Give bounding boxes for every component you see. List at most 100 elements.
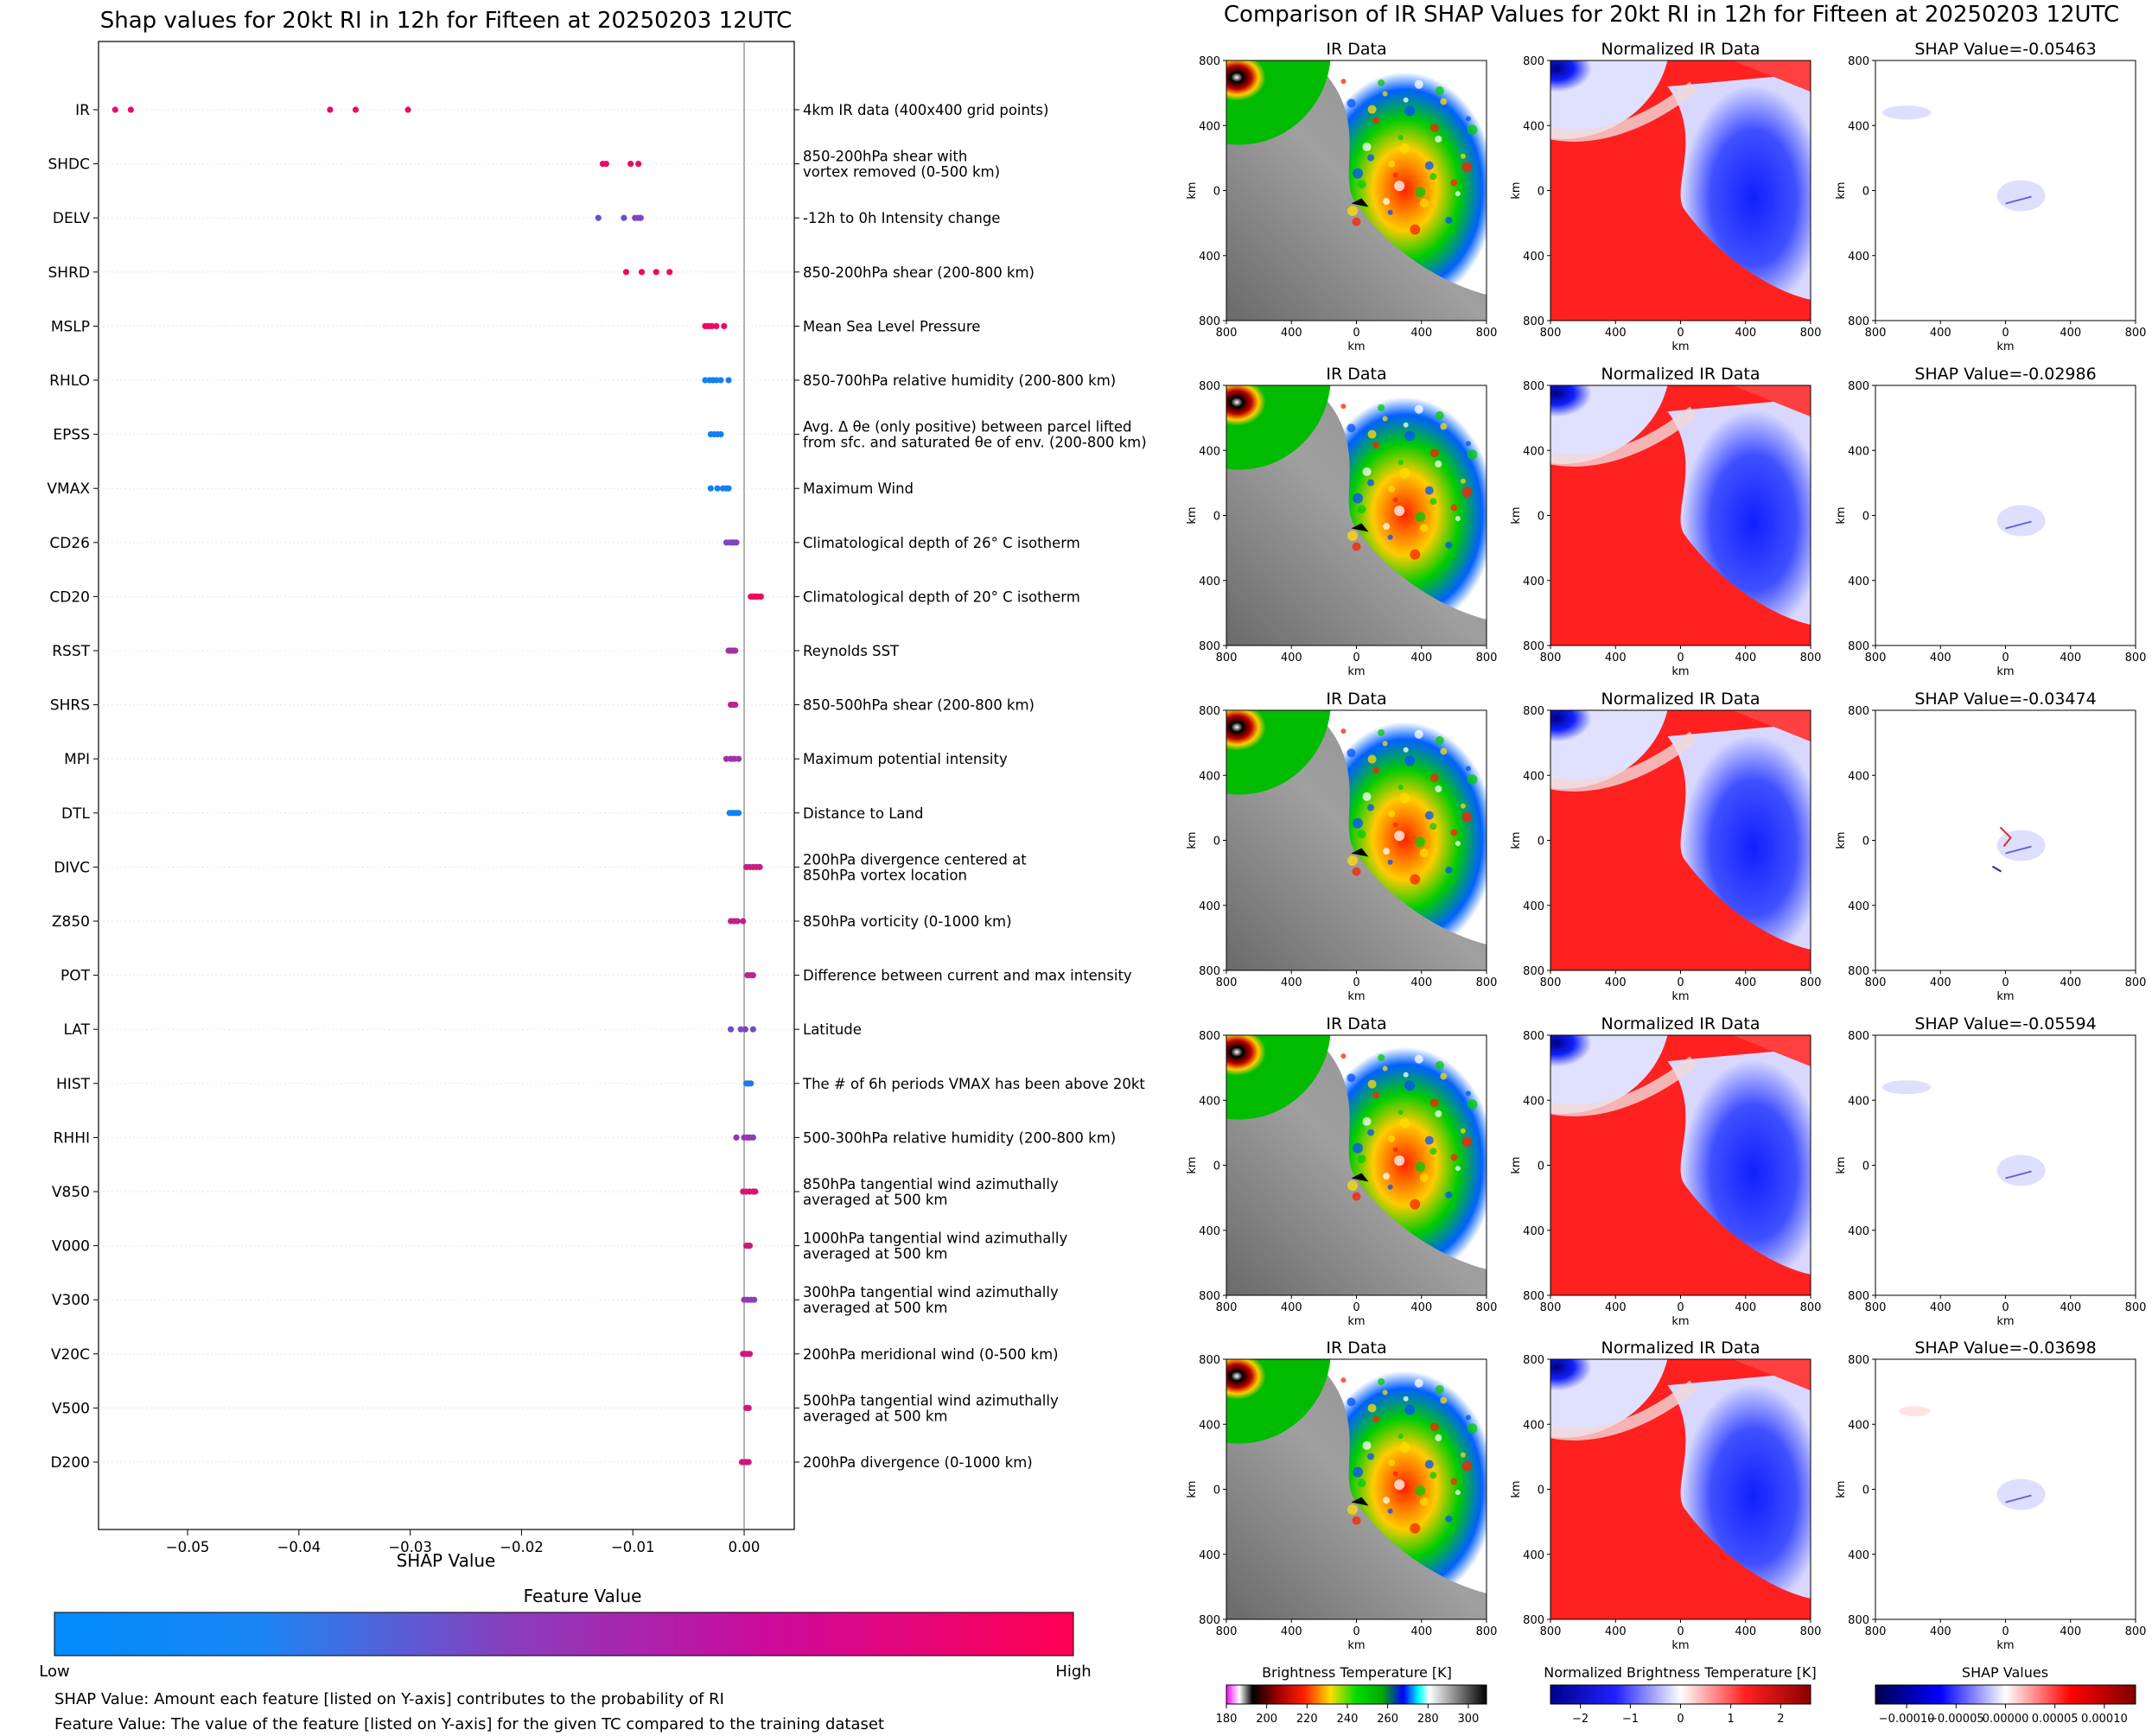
feature-label-z850: Z850 (52, 913, 90, 931)
shap-point-shrs (732, 702, 739, 709)
shap-point-shrd (666, 269, 673, 276)
norm-panel-ytick: 800 (1523, 965, 1544, 978)
left-gridlines (93, 109, 799, 1463)
norm-panel-xtick: 400 (1605, 1625, 1627, 1638)
feature-desc-v300: 300hPa tangential wind azimuthally (803, 1284, 1059, 1300)
shap-panel-xtick: 400 (2060, 1625, 2081, 1638)
shap-panel-ytick: 400 (1848, 251, 1869, 264)
colorbar-tick: −0.00005 (1928, 1713, 1984, 1726)
shap-panel-xtick: 400 (1930, 327, 1951, 340)
norm-panel-xtick: 0 (1677, 1301, 1684, 1314)
norm-panel-xlabel: km (1671, 340, 1689, 353)
normalized-ir-panel: Normalized IR Data8008004004000040040080… (1510, 690, 1821, 1003)
shap-point-rhhi (749, 1134, 756, 1141)
feature-label-dtl: DTL (61, 805, 90, 823)
shap-point-shdc (635, 161, 642, 168)
ir-panel-ylabel: km (1186, 181, 1199, 199)
shap-panel-title: SHAP Value=-0.05463 (1914, 40, 2096, 59)
ir-panel-ytick: 800 (1199, 965, 1220, 978)
norm-panel-ytick: 800 (1523, 1290, 1544, 1303)
feature-desc-v000: averaged at 500 km (803, 1246, 947, 1262)
feature-descriptions: 4km IR data (400x400 grid points) 850-200… (802, 102, 1147, 1471)
ir-panel-xtick: 800 (1216, 976, 1238, 989)
ir-panel-ylabel: km (1186, 1480, 1199, 1498)
feature-desc-lat: Latitude (803, 1021, 862, 1038)
feature-desc-z850: 850hPa vorticity (0-1000 km) (803, 913, 1012, 930)
shap-point-mslp (721, 322, 728, 329)
feature-desc-v20c: 200hPa meridional wind (0-500 km) (803, 1346, 1059, 1363)
shap-point-v300 (751, 1296, 758, 1303)
feature-desc-v000: 1000hPa tangential wind azimuthally (803, 1230, 1067, 1247)
colorbar-tick: 260 (1377, 1713, 1398, 1726)
feature-label-mslp: MSLP (51, 318, 90, 335)
feature-desc-rsst: Reynolds SST (803, 643, 900, 659)
ir-panel-ytick: 400 (1199, 251, 1220, 264)
feature-desc-shrs: 850-500hPa shear (200-800 km) (803, 697, 1035, 714)
feature-desc-pot: Difference between current and max inten… (803, 968, 1132, 984)
norm-panel-ylabel: km (1510, 831, 1523, 849)
norm-panel-xtick: 800 (1540, 327, 1562, 340)
colorbar-tick: 0.00000 (1983, 1713, 2029, 1726)
norm-panel-xlabel: km (1671, 1315, 1689, 1328)
shap-point-hist (748, 1080, 754, 1087)
colorbar-tick: 0.00005 (2032, 1713, 2079, 1726)
ir-panel-xtick: 800 (1216, 652, 1238, 665)
colorbar-tick: 240 (1337, 1713, 1359, 1726)
feature-desc-shdc: vortex removed (0-500 km) (803, 164, 1000, 181)
x-tick-label: −0.01 (611, 1539, 655, 1555)
feature-label-ir: IR (75, 102, 90, 119)
norm-panel-ytick: 0 (1538, 836, 1544, 849)
shap-point-v850 (752, 1188, 759, 1195)
norm-panel-ytick: 400 (1523, 770, 1544, 783)
feature-label-v500: V500 (52, 1400, 90, 1417)
shap-panel-ytick: 800 (1848, 1290, 1869, 1303)
shap-panel-ytick: 0 (1862, 1485, 1869, 1498)
norm-panel-title: Normalized IR Data (1601, 1339, 1760, 1358)
shap-panel-ytick: 400 (1848, 1419, 1869, 1432)
norm-panel-ylabel: km (1510, 1156, 1523, 1173)
shap-panel-ytick: 800 (1848, 640, 1869, 653)
feature-label-hist: HIST (56, 1076, 91, 1093)
shap-map-panel: SHAP Value=-0.05594800800400400004004008… (1835, 1014, 2146, 1328)
shap-panel-xlabel: km (1996, 1639, 2014, 1652)
feature-label-v300: V300 (52, 1292, 90, 1309)
shap-panel-xtick: 800 (1865, 1301, 1887, 1314)
feature-desc-v500: 500hPa tangential wind azimuthally (803, 1392, 1059, 1409)
feature-colorbar (54, 1612, 1074, 1657)
ir-panel-title: IR Data (1326, 365, 1386, 384)
left-chart-title: Shap values for 20kt RI in 12h for Fifte… (100, 8, 792, 34)
feature-desc-vmax: Maximum Wind (803, 480, 914, 497)
shap-panel-ytick: 800 (1848, 315, 1869, 328)
ir-panel-ytick: 400 (1199, 1225, 1220, 1238)
ir-panel-ytick: 800 (1199, 1030, 1220, 1043)
norm-panel-ylabel: km (1510, 506, 1523, 524)
norm-panel-xtick: 800 (1540, 652, 1562, 665)
shap-point-rhlo (725, 377, 732, 384)
colorbar-tick: 180 (1216, 1713, 1238, 1726)
feature-desc-v300: averaged at 500 km (803, 1300, 947, 1316)
ir-panel-xtick: 0 (1353, 1301, 1359, 1314)
colorbar-tick: 300 (1458, 1713, 1480, 1726)
shap-panel-ytick: 0 (1862, 1161, 1869, 1173)
shap-map-panel: SHAP Value=-0.03474800800400400004004008… (1835, 690, 2146, 1003)
shap-point-mpi (735, 755, 742, 762)
left-x-ticks: −0.05 −0.04 −0.03 −0.02 −0.01 0.00 (166, 1529, 760, 1555)
norm-panel-ytick: 0 (1538, 1485, 1544, 1498)
ir-panel-xtick: 400 (1281, 652, 1302, 665)
shap-point-v20c (746, 1351, 754, 1358)
shap-point-divc (756, 863, 763, 871)
colorbar-tick: 280 (1417, 1713, 1439, 1726)
feature-label-v000: V000 (52, 1238, 90, 1256)
ir-panel-xtick: 400 (1281, 1301, 1302, 1314)
shap-point-ir (327, 106, 334, 113)
shap-panel-xlabel: km (1996, 990, 2014, 1003)
shap-point-rsst (732, 647, 739, 654)
shap-point-lat (737, 1026, 744, 1033)
feature-label-shdc: SHDC (48, 156, 90, 174)
norm-panel-ytick: 800 (1523, 640, 1544, 653)
shap-point-mslp (709, 322, 716, 329)
norm-panel-xtick: 800 (1800, 1625, 1822, 1638)
feature-label-vmax: VMAX (47, 480, 90, 498)
ir-panel-xtick: 0 (1353, 1625, 1359, 1638)
